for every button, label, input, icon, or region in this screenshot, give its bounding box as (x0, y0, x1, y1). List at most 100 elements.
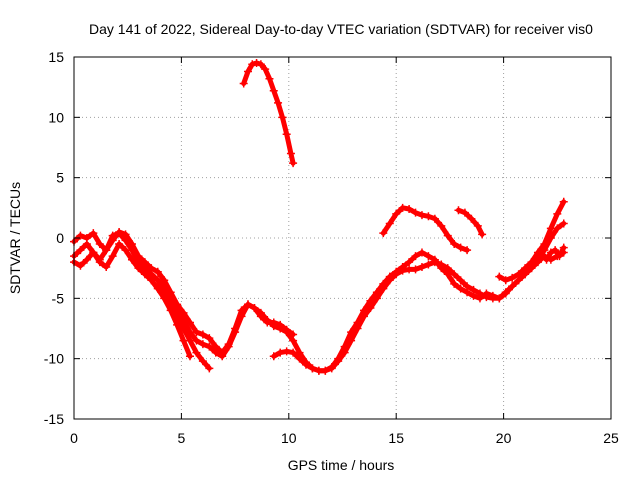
series-arc-7 (379, 203, 472, 255)
series-arc-5 (239, 59, 298, 168)
data-point (460, 208, 469, 217)
data-point (140, 258, 149, 267)
data-point (198, 357, 207, 366)
data-point (398, 203, 407, 212)
data-point (405, 205, 414, 214)
data-point (269, 86, 278, 95)
data-point (469, 285, 478, 294)
data-point (321, 366, 330, 375)
grid-lines (74, 57, 611, 419)
data-point (385, 219, 394, 228)
data-point (405, 258, 414, 267)
data-point (76, 261, 85, 270)
data-point (243, 300, 252, 309)
data-point (308, 364, 317, 373)
data-point (424, 212, 433, 221)
series-arc-8 (454, 206, 487, 239)
data-point (282, 347, 291, 356)
data-point (278, 113, 287, 122)
data-point (501, 276, 510, 285)
y-tick-label: 15 (48, 49, 64, 65)
data-point (282, 325, 291, 334)
x-tick-label: 0 (70, 430, 78, 446)
data-point (521, 264, 530, 273)
x-tick-label: 5 (178, 430, 186, 446)
data-point (411, 265, 420, 274)
data-point (475, 289, 484, 298)
data-point (269, 318, 278, 327)
data-point (89, 229, 98, 238)
data-point (173, 320, 182, 329)
data-point (76, 246, 85, 255)
data-point (353, 324, 362, 333)
data-point (185, 328, 194, 337)
data-point (533, 248, 542, 257)
data-point (276, 348, 285, 357)
y-tick-label: -5 (52, 290, 65, 306)
data-point (559, 219, 568, 228)
data-point (456, 243, 465, 252)
data-point (450, 279, 459, 288)
data-point (366, 303, 375, 312)
data-point (340, 348, 349, 357)
data-point (411, 252, 420, 261)
data-point (231, 328, 240, 337)
data-point (553, 209, 562, 218)
data-point (239, 79, 248, 88)
data-point (115, 227, 124, 236)
series-arc-1 (70, 229, 214, 373)
data-point (261, 65, 270, 74)
y-tick-label: 10 (48, 109, 64, 125)
data-point (102, 262, 111, 271)
data-point (463, 246, 472, 255)
data-point (546, 224, 555, 233)
data-point (205, 334, 214, 343)
data-point (173, 303, 182, 312)
data-point (546, 248, 555, 257)
data-point (140, 267, 149, 276)
y-tick-label: 0 (56, 230, 64, 246)
data-point (454, 206, 463, 215)
data-point (450, 270, 459, 279)
data-point (289, 159, 298, 168)
data-point (289, 330, 298, 339)
chart-title: Day 141 of 2022, Sidereal Day-to-day VTE… (89, 21, 593, 37)
data-point (134, 260, 143, 269)
series-arc-2 (70, 240, 194, 361)
data-point (417, 262, 426, 271)
data-point (95, 240, 104, 249)
data-point (198, 340, 207, 349)
data-point (398, 266, 407, 275)
data-point (495, 294, 504, 303)
data-point (102, 246, 111, 255)
data-point (443, 264, 452, 273)
data-point (147, 270, 156, 279)
data-point (289, 348, 298, 357)
data-point (256, 60, 265, 69)
data-point (115, 240, 124, 249)
data-point (160, 282, 169, 291)
x-tick-label: 20 (496, 430, 512, 446)
x-tick-label: 25 (603, 430, 619, 446)
data-point (269, 352, 278, 361)
data-point (224, 342, 233, 351)
data-point (501, 289, 510, 298)
data-point (166, 291, 175, 300)
data-point (276, 320, 285, 329)
data-point (437, 260, 446, 269)
data-point (430, 258, 439, 267)
x-tick-label: 15 (388, 430, 404, 446)
data-point (108, 252, 117, 261)
data-point (211, 348, 220, 357)
data-point (559, 243, 568, 252)
data-point (473, 221, 482, 230)
data-point (437, 221, 446, 230)
data-point (265, 74, 274, 83)
data-point (218, 352, 227, 361)
y-tick-label: -15 (44, 411, 64, 427)
data-point (424, 260, 433, 269)
data-point (89, 248, 98, 257)
data-point (82, 255, 91, 264)
data-point (385, 276, 394, 285)
